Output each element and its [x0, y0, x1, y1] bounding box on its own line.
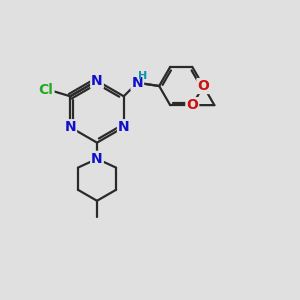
Text: Cl: Cl	[39, 83, 53, 97]
Text: N: N	[131, 76, 143, 90]
Text: N: N	[118, 120, 130, 134]
Text: O: O	[186, 98, 198, 112]
Text: N: N	[91, 74, 103, 88]
Text: O: O	[197, 79, 209, 93]
Text: N: N	[91, 152, 103, 166]
Text: H: H	[138, 71, 147, 81]
Text: N: N	[64, 120, 76, 134]
